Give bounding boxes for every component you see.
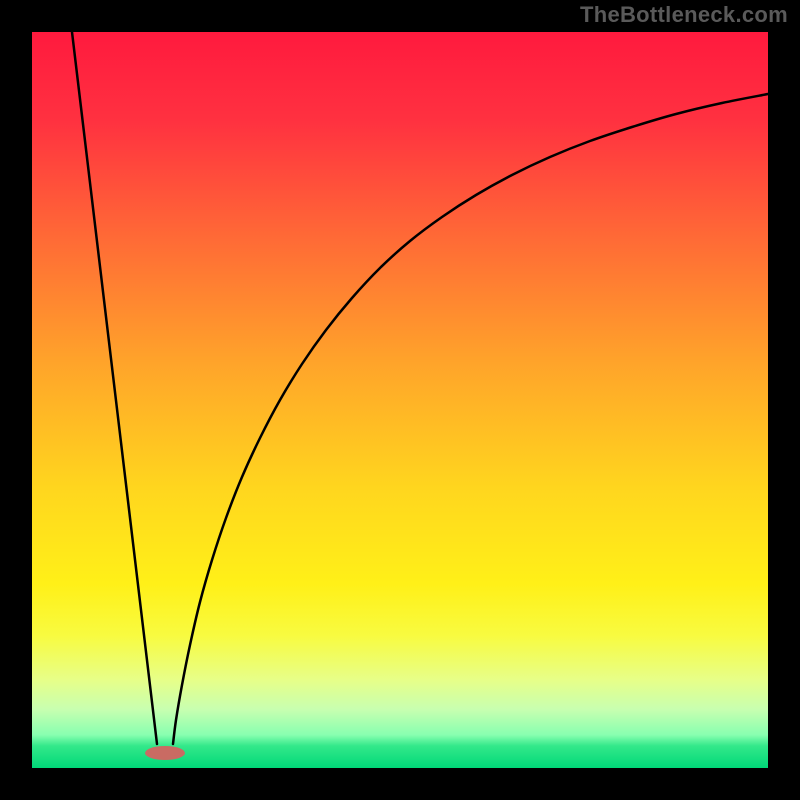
minimum-marker — [145, 746, 185, 760]
watermark-text: TheBottleneck.com — [580, 2, 788, 28]
chart-svg — [0, 0, 800, 800]
gradient-background — [32, 32, 768, 768]
chart-container: TheBottleneck.com — [0, 0, 800, 800]
